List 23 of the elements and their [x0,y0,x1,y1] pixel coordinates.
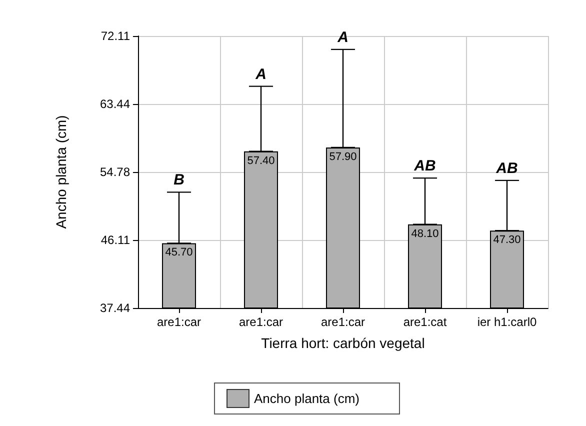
x-tick-label: are1:car [238,315,284,329]
x-axis-title: Tierra hort: carbón vegetal [261,335,425,351]
data-label: 48.10 [411,228,439,240]
annotation: B [174,172,185,189]
x-tick-label: are1:cat [403,315,448,329]
x-tick-label: are1:car [320,315,366,329]
y-tick-label: 63.44 [100,97,130,112]
x-tick-label: ier h1:carl0 [477,315,537,329]
y-tick-label: 46.11 [100,232,130,247]
y-axis-title: Ancho planta (cm) [53,115,69,229]
y-tick-label: 72.11 [100,29,130,43]
data-label: 57.40 [247,154,275,167]
data-label: 47.30 [493,234,521,246]
annotation: A [336,28,348,46]
annotation: AB [413,158,436,175]
data-label: 45.70 [165,246,193,259]
y-tick-label: 54.78 [100,164,130,179]
data-label: 57.90 [329,150,357,163]
y-tick-label: 37.44 [100,301,130,315]
x-tick-label: are1:car [156,315,202,329]
annotation: AB [495,160,518,177]
annotation: A [254,66,266,83]
legend-label: Ancho planta (cm) [254,391,360,406]
